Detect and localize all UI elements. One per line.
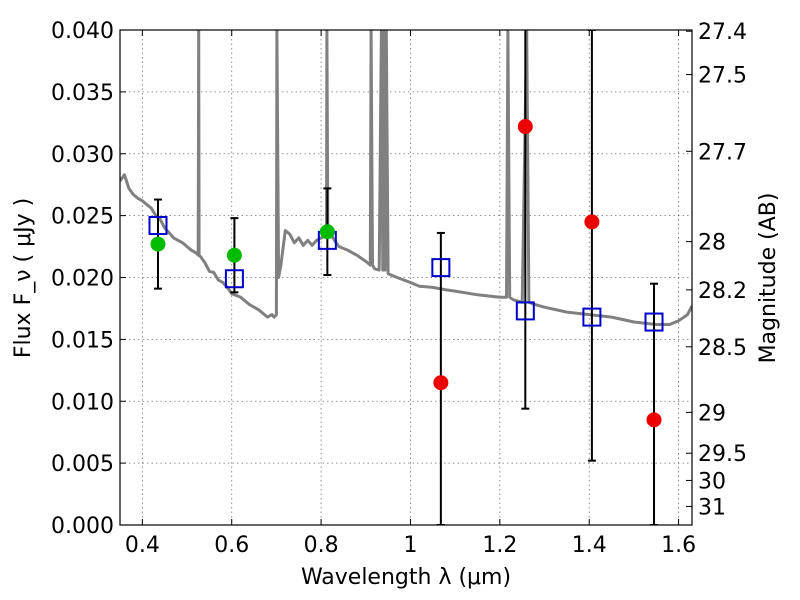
x-tick-label: 0.8 [304,533,339,558]
y-tick-label: 0.020 [51,267,114,292]
observed-flux-point [226,247,242,263]
grid-lines [120,29,692,526]
x-tick-label: 0.4 [125,533,160,558]
y-tick-label: 0.030 [51,143,114,168]
right-tick-label: 28 [698,231,726,256]
observed-flux-point [584,214,600,230]
y-tick-label: 0.015 [51,328,114,353]
right-tick-label: 27.5 [698,64,747,89]
right-tick-label: 31 [698,495,726,520]
right-tick-label: 30 [698,469,726,494]
right-tick-label: 27.4 [698,20,747,45]
model-photometry-point [644,312,664,332]
x-tick-label: 0.6 [214,533,249,558]
right-tick-label: 29.5 [698,442,747,467]
y-tick-label: 0.040 [51,19,114,44]
model-spectrum-line [120,30,692,326]
x-tick-label: 1.2 [482,533,517,558]
model-photometry-point [582,307,602,327]
observed-flux-point [646,412,662,428]
y-tick-label: 0.025 [51,205,114,230]
observed-flux-point [433,375,449,391]
x-tick-label: 1 [403,533,417,558]
model-photometry-point [224,269,244,289]
right-tick-label: 28.5 [698,336,747,361]
plot-area [120,30,692,525]
y-tick-label: 0.000 [51,514,114,539]
right-tick-label: 29 [698,401,726,426]
y-axis-label: Flux F_ν ( μJy ) [11,198,36,358]
x-axis-label: Wavelength λ (μm) [301,565,511,590]
right-tick-label: 27.7 [698,140,747,165]
right-axis-label: Magnitude (AB) [756,193,781,364]
y-tick-label: 0.035 [51,81,114,106]
x-tick-label: 1.6 [661,533,696,558]
observed-flux-point [319,224,335,240]
model-photometry-point [515,301,535,321]
model-photometry-point [148,216,168,236]
y-tick-label: 0.010 [51,390,114,415]
observed-flux-point [517,119,533,135]
right-tick-label: 28.2 [698,279,747,304]
model-photometry-point [431,258,451,278]
y-tick-label: 0.005 [51,452,114,477]
axis-ticks: 0.4 0.6 0.8 1 1.2 1.4 1.6 0.000 0.005 0.010 0.015 0… [51,19,747,558]
observed-flux-point [150,236,166,252]
x-tick-label: 1.4 [572,533,607,558]
